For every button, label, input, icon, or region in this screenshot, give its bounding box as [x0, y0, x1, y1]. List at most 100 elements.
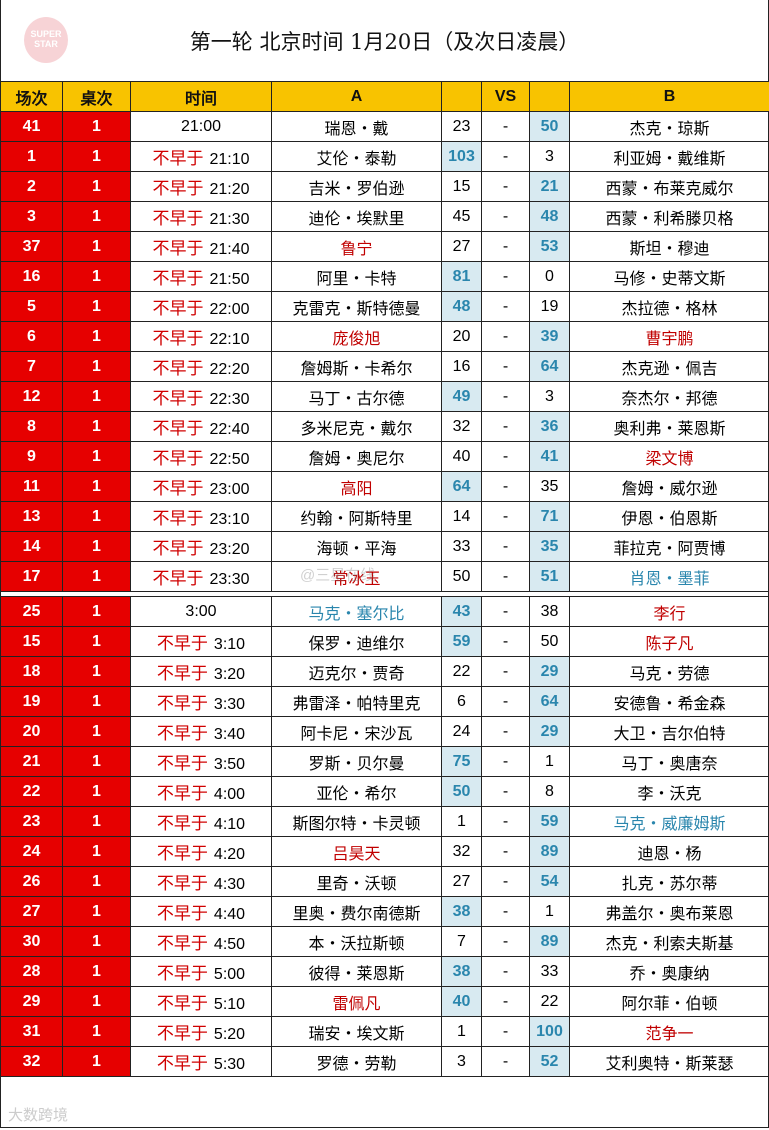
match-time: 不早于 4:40 — [130, 896, 272, 927]
match-number: 22 — [0, 776, 63, 807]
player-b: 杰克・利索夫斯基 — [569, 926, 769, 957]
not-before-label: 不早于 — [156, 844, 208, 863]
table-number: 1 — [62, 411, 131, 442]
match-row: 28 1 不早于 5:00 彼得・莱恩斯 38-33 乔・奥康纳 — [0, 956, 769, 987]
vs-separator: - — [481, 746, 530, 777]
player-b: 西蒙・布莱克威尔 — [569, 171, 769, 202]
not-before-label: 不早于 — [156, 664, 208, 683]
time-value: 3:20 — [213, 666, 246, 683]
score-a: 6 — [441, 686, 482, 717]
table-number: 1 — [62, 626, 131, 657]
score-a: 16 — [441, 351, 482, 382]
time-value: 4:30 — [213, 876, 246, 893]
vs-separator: - — [481, 896, 530, 927]
not-before-label: 不早于 — [152, 269, 204, 288]
score-a: 1 — [441, 1016, 482, 1047]
score-a: 40 — [441, 441, 482, 472]
score-a: 14 — [441, 501, 482, 532]
match-number: 3 — [0, 201, 63, 232]
match-time: 不早于 21:20 — [130, 171, 272, 202]
score-b: 1 — [529, 896, 570, 927]
match-number: 25 — [0, 596, 63, 627]
time-value: 22:10 — [209, 331, 250, 348]
not-before-label: 不早于 — [152, 239, 204, 258]
match-number: 13 — [0, 501, 63, 532]
match-row: 30 1 不早于 4:50 本・沃拉斯顿 7-89 杰克・利索夫斯基 — [0, 926, 769, 957]
player-a: 保罗・迪维尔 — [271, 626, 442, 657]
time-value: 3:00 — [185, 602, 217, 620]
score-b: 89 — [529, 836, 570, 867]
match-row: 29 1 不早于 5:10 雷佩凡 40-22 阿尔菲・伯顿 — [0, 986, 769, 1017]
score-b: 64 — [529, 686, 570, 717]
player-b: 马克・劳德 — [569, 656, 769, 687]
player-b: 李・沃克 — [569, 776, 769, 807]
player-a: 吉米・罗伯逊 — [271, 171, 442, 202]
schedule-table-early-morning: 25 1 3:00 马克・塞尔比 43-38 李行 15 1 不早于 3:10 保罗・迪维尔 59-5… — [0, 596, 769, 1077]
match-number: 2 — [0, 171, 63, 202]
match-time: 不早于 22:10 — [130, 321, 272, 352]
match-row: 27 1 不早于 4:40 里奥・费尔南德斯 38-1 弗盖尔・奥布莱恩 — [0, 896, 769, 927]
table-number: 1 — [62, 141, 131, 172]
table-number: 1 — [62, 261, 131, 292]
score-b: 3 — [529, 381, 570, 412]
vs-separator: - — [481, 471, 530, 502]
score-b: 59 — [529, 806, 570, 837]
match-row: 8 1 不早于 22:40 多米尼克・戴尔 32-36 奥利弗・莱恩斯 — [0, 411, 769, 442]
match-row: 5 1 不早于 22:00 克雷克・斯特德曼 48-19 杰拉德・格林 — [0, 291, 769, 322]
match-time: 不早于 4:30 — [130, 866, 272, 897]
player-b: 扎克・苏尔蒂 — [569, 866, 769, 897]
not-before-label: 不早于 — [156, 994, 208, 1013]
match-number: 32 — [0, 1046, 63, 1077]
time-value: 5:30 — [213, 1056, 246, 1073]
player-b: 奈杰尔・邦德 — [569, 381, 769, 412]
vs-separator: - — [481, 141, 530, 172]
vs-separator: - — [481, 1046, 530, 1077]
player-b: 马丁・奥唐奈 — [569, 746, 769, 777]
time-value: 5:10 — [213, 996, 246, 1013]
score-b: 54 — [529, 866, 570, 897]
score-b: 100 — [529, 1016, 570, 1047]
not-before-label: 不早于 — [156, 1024, 208, 1043]
time-value: 22:30 — [209, 391, 250, 408]
match-number: 19 — [0, 686, 63, 717]
match-row: 32 1 不早于 5:30 罗德・劳勒 3-52 艾利奥特・斯莱瑟 — [0, 1046, 769, 1077]
not-before-label: 不早于 — [152, 449, 204, 468]
player-b: 乔・奥康纳 — [569, 956, 769, 987]
vs-separator: - — [481, 626, 530, 657]
table-number: 1 — [62, 866, 131, 897]
match-row: 41 1 21:00 瑞恩・戴 23-50 杰克・琼斯 — [0, 111, 769, 142]
time-value: 4:00 — [213, 786, 246, 803]
table-number: 1 — [62, 171, 131, 202]
table-number: 1 — [62, 111, 131, 142]
player-a: 詹姆・奥尼尔 — [271, 441, 442, 472]
score-b: 33 — [529, 956, 570, 987]
match-number: 24 — [0, 836, 63, 867]
header-match-no: 场次 — [0, 81, 63, 112]
score-a: 33 — [441, 531, 482, 562]
time-value: 21:40 — [209, 241, 250, 258]
match-row: 37 1 不早于 21:40 鲁宁 27-53 斯坦・穆迪 — [0, 231, 769, 262]
match-number: 30 — [0, 926, 63, 957]
match-number: 11 — [0, 471, 63, 502]
match-number: 37 — [0, 231, 63, 262]
score-a: 20 — [441, 321, 482, 352]
player-a: 多米尼克・戴尔 — [271, 411, 442, 442]
table-number: 1 — [62, 291, 131, 322]
score-a: 50 — [441, 561, 482, 592]
match-time: 不早于 5:30 — [130, 1046, 272, 1077]
player-a: 亚伦・希尔 — [271, 776, 442, 807]
player-a: 克雷克・斯特德曼 — [271, 291, 442, 322]
table-number: 1 — [62, 956, 131, 987]
time-value: 21:00 — [180, 117, 222, 135]
match-number: 12 — [0, 381, 63, 412]
player-b: 大卫・吉尔伯特 — [569, 716, 769, 747]
not-before-label: 不早于 — [156, 694, 208, 713]
match-row: 1 1 不早于 21:10 艾伦・泰勒 103-3 利亚姆・戴维斯 — [0, 141, 769, 172]
score-b: 48 — [529, 201, 570, 232]
match-number: 16 — [0, 261, 63, 292]
vs-separator: - — [481, 261, 530, 292]
match-time: 不早于 23:10 — [130, 501, 272, 532]
match-number: 26 — [0, 866, 63, 897]
vs-separator: - — [481, 531, 530, 562]
not-before-label: 不早于 — [156, 874, 208, 893]
